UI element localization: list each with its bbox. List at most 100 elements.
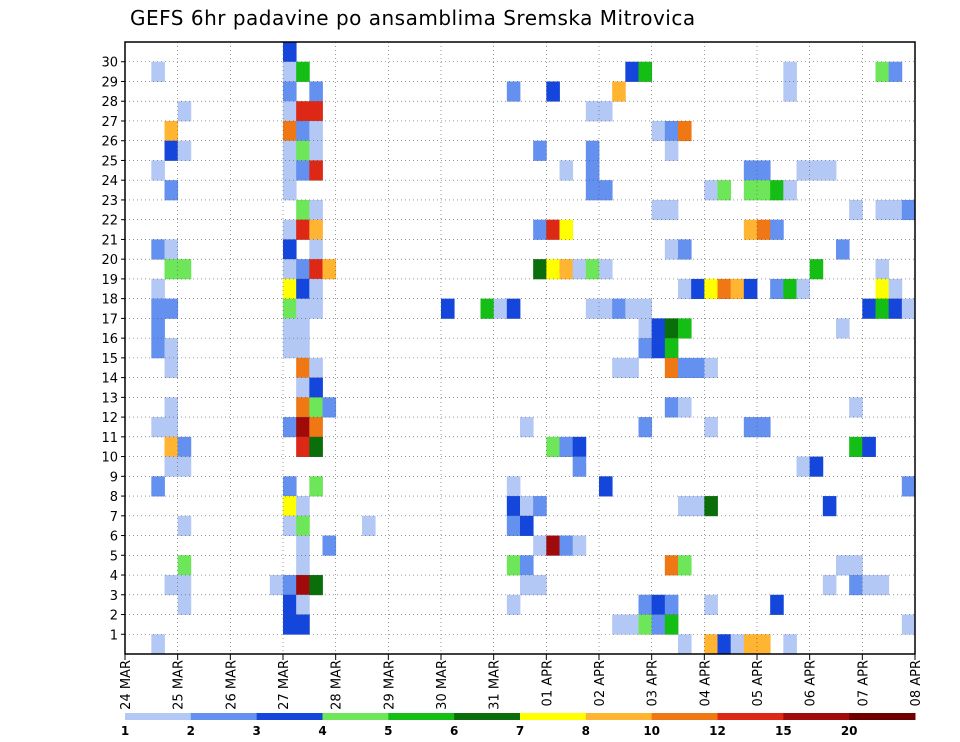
heatmap-cell	[283, 160, 297, 181]
y-tick-label: 26	[101, 135, 118, 150]
heatmap-cell	[151, 338, 165, 359]
heatmap-cell	[704, 180, 718, 201]
heatmap-cell	[678, 357, 692, 379]
y-tick-label: 1	[110, 628, 118, 643]
heatmap-cell	[796, 278, 811, 300]
heatmap-cell	[638, 338, 653, 359]
heatmap-cell	[151, 476, 165, 497]
colorbar-label: 2	[187, 724, 195, 738]
heatmap-cell	[177, 515, 192, 536]
heatmap-cell	[651, 318, 666, 339]
colorbar-swatch	[454, 713, 521, 720]
heatmap-cell	[296, 298, 310, 319]
heatmap-cell	[309, 140, 323, 161]
heatmap-cell	[730, 278, 745, 300]
heatmap-cell	[625, 61, 639, 82]
colorbar-swatch	[717, 713, 784, 720]
heatmap-cell	[283, 120, 297, 142]
heatmap-cell	[520, 515, 534, 536]
heatmap-cell	[849, 397, 863, 418]
x-tick-label: 05 APR	[751, 660, 766, 706]
heatmap-cell	[704, 278, 718, 300]
heatmap-cell	[322, 535, 337, 556]
x-tick-label: 01 APR	[540, 660, 555, 706]
heatmap-cell	[875, 298, 890, 319]
heatmap-cell	[151, 417, 165, 438]
heatmap-cell	[309, 377, 323, 398]
heatmap-cell	[599, 180, 613, 201]
chart-title: GEFS 6hr padavine po ansamblima Sremska …	[130, 6, 696, 30]
heatmap-cell	[309, 239, 323, 260]
x-tick-label: 27 MAR	[277, 660, 292, 710]
heatmap-cell	[704, 357, 718, 379]
heatmap-cell	[309, 259, 323, 280]
heatmap-cell	[585, 101, 600, 122]
heatmap-cell	[296, 278, 310, 300]
heatmap-cell	[625, 298, 639, 319]
heatmap-cell	[678, 318, 692, 339]
heatmap-cell	[743, 219, 758, 240]
heatmap-cell	[283, 101, 297, 122]
y-tick-label: 5	[110, 549, 118, 564]
heatmap-cell	[664, 239, 679, 260]
heatmap-cell	[296, 594, 310, 615]
heatmap-cell	[296, 417, 310, 438]
y-tick-label: 7	[110, 510, 118, 525]
heatmap-cell	[849, 436, 863, 457]
heatmap-cell	[296, 199, 310, 221]
y-tick-label: 25	[101, 154, 118, 169]
y-tick-label: 12	[101, 411, 118, 426]
y-axis: 1234567891011121314151617181920212223242…	[101, 56, 125, 643]
y-tick-label: 18	[101, 293, 118, 308]
colorbar-swatch	[256, 713, 323, 720]
heatmap-cell	[809, 456, 824, 477]
heatmap-cell	[533, 575, 547, 596]
heatmap-cell	[585, 160, 600, 181]
heatmap-cell	[638, 298, 653, 319]
heatmap-cell	[164, 338, 179, 359]
heatmap-cell	[651, 120, 666, 142]
heatmap-cell	[506, 555, 521, 576]
heatmap-cell	[322, 397, 337, 418]
heatmap-cell	[585, 259, 600, 280]
heatmap-cell	[757, 219, 771, 240]
heatmap-cell	[783, 81, 797, 102]
heatmap-cell	[572, 259, 587, 280]
heatmap-cell	[651, 338, 666, 359]
heatmap-cell	[283, 180, 297, 201]
heatmap-cell	[151, 239, 165, 260]
heatmap-cell	[901, 614, 916, 635]
y-tick-label: 15	[101, 352, 118, 367]
y-tick-label: 10	[101, 451, 118, 466]
plot-frame	[124, 41, 916, 655]
heatmap-cell	[546, 259, 560, 280]
heatmap-cell	[506, 594, 521, 615]
colorbar-label: 10	[643, 724, 660, 738]
heatmap-cell	[678, 120, 692, 142]
heatmap-cell	[296, 61, 310, 82]
heatmap-cell	[309, 219, 323, 240]
x-tick-label: 08 APR	[909, 660, 924, 706]
y-tick-label: 17	[101, 312, 118, 327]
heatmap-cell	[283, 298, 297, 319]
heatmap-cell	[296, 259, 310, 280]
heatmap-cell	[783, 278, 797, 300]
y-tick-label: 20	[101, 253, 118, 268]
heatmap-cell	[480, 298, 495, 319]
heatmap-cell	[151, 160, 165, 181]
heatmap-cell	[599, 101, 613, 122]
heatmap-cell	[730, 634, 745, 655]
heatmap-cell	[678, 555, 692, 576]
heatmap-cell	[638, 61, 653, 82]
y-tick-label: 27	[101, 115, 118, 130]
heatmap-cell	[743, 417, 758, 438]
heatmap-cell	[177, 259, 192, 280]
heatmap-cell	[875, 199, 890, 221]
colorbar-swatch	[190, 713, 258, 720]
colorbar-swatch	[585, 713, 653, 720]
heatmap-cell	[533, 140, 547, 161]
heatmap-cell	[177, 101, 192, 122]
heatmap-cell	[151, 61, 165, 82]
heatmap-cell	[572, 535, 587, 556]
heatmap-cell	[704, 417, 718, 438]
